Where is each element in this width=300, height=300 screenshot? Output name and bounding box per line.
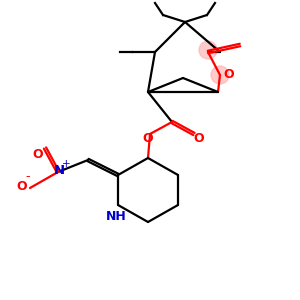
Text: O: O	[33, 148, 43, 161]
Circle shape	[199, 41, 217, 59]
Text: NH: NH	[106, 209, 126, 223]
Text: O: O	[224, 68, 234, 80]
Circle shape	[211, 66, 229, 84]
Text: O: O	[143, 133, 153, 146]
Text: O: O	[194, 131, 204, 145]
Text: -: -	[26, 170, 30, 184]
Text: +: +	[62, 159, 70, 169]
Text: N: N	[53, 164, 64, 178]
Text: O: O	[17, 179, 27, 193]
